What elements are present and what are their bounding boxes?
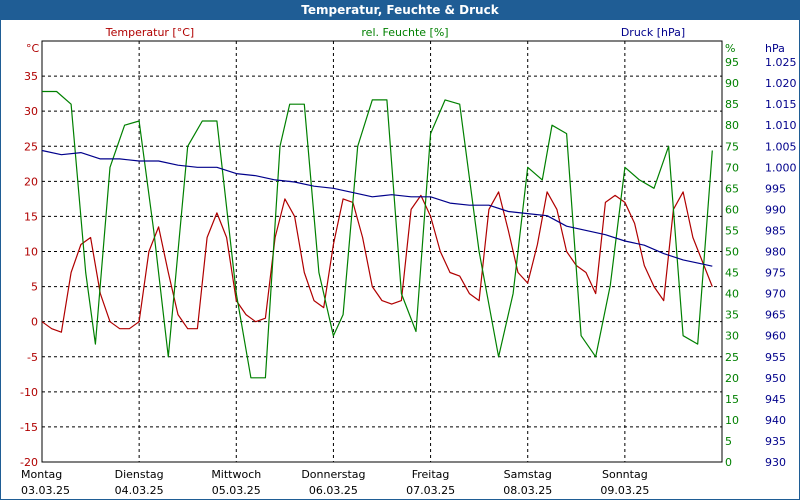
x-date-label: 07.03.25 (406, 484, 455, 497)
pressure-tick-label: 1.005 (765, 140, 797, 153)
humidity-series-label: rel. Feuchte [%] (361, 26, 448, 39)
pressure-series-label: Druck [hPa] (621, 26, 685, 39)
temperature-tick-label: 25 (24, 140, 38, 153)
temperature-tick-label: 5 (31, 281, 38, 294)
x-day-label: Mittwoch (211, 468, 261, 481)
pressure-tick-label: 945 (765, 393, 786, 406)
humidity-tick-label: 0 (725, 456, 732, 469)
humidity-tick-label: 20 (725, 372, 739, 385)
x-date-label: 09.03.25 (600, 484, 649, 497)
temperature-tick-label: -20 (20, 456, 38, 469)
x-day-label: Montag (21, 468, 62, 481)
pressure-tick-label: 950 (765, 372, 786, 385)
pressure-tick-label: 955 (765, 351, 786, 364)
chart-title: Temperatur, Feuchte & Druck (1, 1, 799, 20)
pressure-series-line (41, 149, 713, 267)
temperature-tick-label: 30 (24, 105, 38, 118)
humidity-tick-label: 70 (725, 161, 739, 174)
temperature-tick-label: -10 (20, 386, 38, 399)
humidity-tick-label: 50 (725, 246, 739, 259)
humidity-tick-label: 65 (725, 182, 739, 195)
chart-canvas: Temperatur [°C] rel. Feuchte [%] Druck [… (20, 26, 797, 497)
x-date-label: 05.03.25 (212, 484, 261, 497)
temperature-tick-label: 20 (24, 175, 38, 188)
x-date-label: 04.03.25 (115, 484, 164, 497)
pressure-tick-label: 1.015 (765, 98, 797, 111)
humidity-tick-label: 95 (725, 56, 739, 69)
temperature-series-line (41, 191, 713, 333)
humidity-tick-label: 75 (725, 140, 739, 153)
pressure-tick-label: 1.020 (765, 77, 797, 90)
pressure-tick-label: 990 (765, 203, 786, 216)
x-date-label: 03.03.25 (21, 484, 70, 497)
temperature-series-label: Temperatur [°C] (105, 26, 194, 39)
pressure-tick-label: 1.000 (765, 161, 797, 174)
temperature-tick-label: 35 (24, 70, 38, 83)
humidity-tick-label: 85 (725, 98, 739, 111)
temperature-tick-label: -15 (20, 421, 38, 434)
temperature-tick-label: 10 (24, 246, 38, 259)
humidity-tick-label: 90 (725, 77, 739, 90)
humidity-tick-label: 45 (725, 267, 739, 280)
humidity-unit: % (725, 42, 735, 55)
x-day-label: Freitag (412, 468, 450, 481)
temperature-unit: °C (26, 42, 40, 55)
pressure-tick-label: 940 (765, 414, 786, 427)
pressure-tick-label: 980 (765, 246, 786, 259)
humidity-tick-label: 35 (725, 309, 739, 322)
pressure-tick-label: 985 (765, 224, 786, 237)
pressure-tick-label: 970 (765, 288, 786, 301)
x-day-label: Dienstag (115, 468, 164, 481)
humidity-series-line (42, 90, 713, 379)
pressure-tick-label: 1.010 (765, 119, 797, 132)
humidity-tick-label: 25 (725, 351, 739, 364)
pressure-tick-label: 960 (765, 330, 786, 343)
x-date-label: 08.03.25 (503, 484, 552, 497)
x-day-label: Sonntag (602, 468, 648, 481)
pressure-tick-label: 930 (765, 456, 786, 469)
humidity-tick-label: 30 (725, 330, 739, 343)
humidity-tick-label: 40 (725, 288, 739, 301)
pressure-tick-label: 975 (765, 267, 786, 280)
humidity-tick-label: 55 (725, 224, 739, 237)
humidity-tick-label: 80 (725, 119, 739, 132)
humidity-tick-label: 10 (725, 414, 739, 427)
x-day-label: Donnerstag (301, 468, 365, 481)
temperature-tick-label: -5 (27, 351, 38, 364)
humidity-tick-label: 5 (725, 435, 732, 448)
pressure-tick-label: 1.025 (765, 56, 797, 69)
humidity-tick-label: 15 (725, 393, 739, 406)
x-date-label: 06.03.25 (309, 484, 358, 497)
x-day-label: Samstag (504, 468, 552, 481)
pressure-tick-label: 935 (765, 435, 786, 448)
temperature-tick-label: 0 (31, 316, 38, 329)
pressure-unit: hPa (765, 42, 785, 55)
pressure-tick-label: 995 (765, 182, 786, 195)
humidity-tick-label: 60 (725, 203, 739, 216)
temperature-tick-label: 15 (24, 210, 38, 223)
pressure-tick-label: 965 (765, 309, 786, 322)
